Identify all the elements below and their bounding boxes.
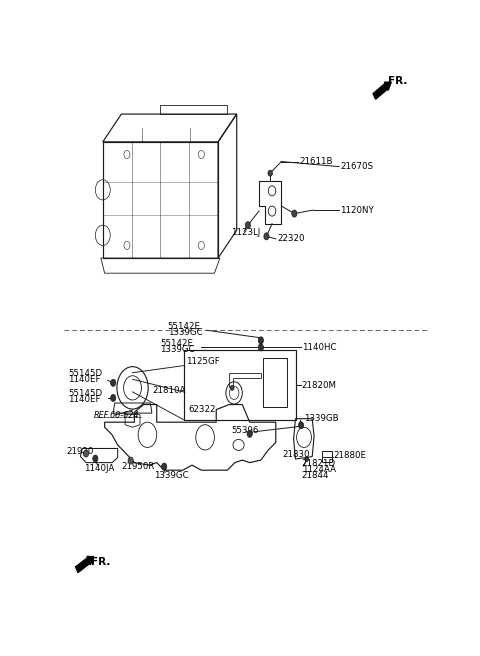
Circle shape [299, 422, 304, 429]
Text: 21611B: 21611B [299, 157, 333, 166]
Text: 1339GC: 1339GC [168, 328, 203, 337]
Circle shape [93, 455, 98, 462]
Text: 21830: 21830 [282, 450, 310, 459]
Text: 1339GC: 1339GC [154, 471, 188, 480]
Circle shape [110, 394, 116, 401]
Text: 21820M: 21820M [302, 380, 337, 390]
Circle shape [305, 457, 309, 462]
Text: 1124AA: 1124AA [302, 465, 336, 474]
Text: 21844: 21844 [302, 471, 329, 480]
Circle shape [247, 430, 252, 438]
FancyArrow shape [373, 82, 391, 99]
Circle shape [292, 210, 297, 217]
Text: 21880E: 21880E [334, 451, 367, 460]
Text: 1140JA: 1140JA [84, 464, 114, 473]
Text: 1140HC: 1140HC [302, 343, 336, 352]
Text: 1120NY: 1120NY [340, 205, 374, 215]
FancyArrow shape [75, 556, 94, 573]
Circle shape [230, 385, 234, 390]
Circle shape [84, 450, 89, 457]
Circle shape [128, 457, 133, 464]
Text: FR.: FR. [91, 557, 110, 567]
Text: 22320: 22320 [277, 234, 304, 243]
Text: 1125GF: 1125GF [186, 357, 220, 366]
Text: REF.60-624: REF.60-624 [94, 411, 140, 420]
Text: 55142E: 55142E [168, 321, 201, 331]
Text: 21920: 21920 [67, 447, 94, 456]
Circle shape [162, 463, 167, 470]
Circle shape [110, 379, 116, 386]
Text: 1339GC: 1339GC [160, 345, 195, 354]
Text: 21670S: 21670S [340, 162, 373, 171]
Circle shape [245, 222, 251, 229]
Circle shape [258, 337, 264, 344]
Text: 1123LJ: 1123LJ [231, 228, 260, 237]
Text: 55145D: 55145D [68, 390, 102, 398]
Circle shape [264, 233, 269, 240]
Circle shape [268, 170, 273, 176]
Text: 55145D: 55145D [68, 369, 102, 379]
Circle shape [258, 344, 264, 351]
Text: 21821D: 21821D [302, 459, 336, 468]
Text: 1339GB: 1339GB [304, 414, 338, 422]
Bar [183, 350, 296, 420]
Text: 55396: 55396 [232, 426, 259, 435]
Text: 1140EF: 1140EF [68, 375, 101, 384]
Text: FR.: FR. [388, 76, 408, 87]
Text: 55142E: 55142E [160, 339, 193, 348]
Text: 21950R: 21950R [121, 462, 155, 471]
Text: 1140EF: 1140EF [68, 396, 101, 405]
Text: 21810A: 21810A [152, 386, 186, 395]
Text: 62322: 62322 [188, 405, 216, 414]
